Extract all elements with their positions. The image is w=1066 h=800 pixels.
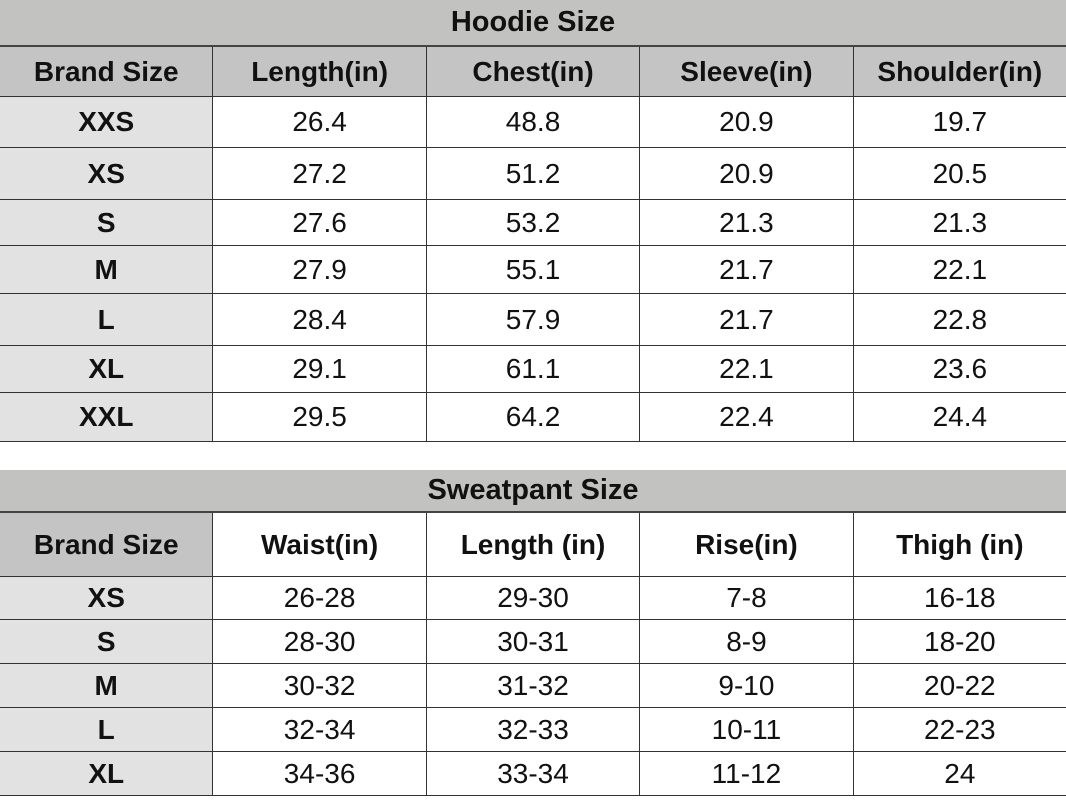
measurement-cell: 27.2 [213,148,427,199]
measurement-cell: 57.9 [427,294,641,345]
size-label-cell: Brand Size [0,513,214,576]
measurement-cell: 30-32 [213,664,427,707]
header-row: Brand Size Waist(in) Length (in) Rise(in) Th… [0,513,1066,577]
hoodie-title: Hoodie Size [0,0,1066,47]
measurement-cell: 19.7 [932,106,988,137]
measurement-cell: 27.9 [213,246,427,293]
measurement-cell: 22-23 [924,713,996,745]
measurement-cell: 22.1 [932,253,988,285]
measurement-cell: 22.1 [640,346,854,392]
measurement-cell: 55.1 [427,246,641,293]
measurement-cell: 61.1 [427,346,641,392]
measurement-cell: Chest(in) [426,47,641,96]
size-label-cell: Brand Size [0,47,214,96]
table-row: M 27.9 55.1 21.7 22.1 [0,246,1066,294]
measurement-cell: Length(in) [213,47,427,96]
measurement-cell: 31-32 [427,664,641,707]
measurement-cell: 26.4 [213,97,427,147]
size-label-cell: XL [0,752,214,795]
measurement-cell: 30-31 [427,620,641,663]
measurement-cell: Waist(in) [213,513,427,576]
size-label-cell: M [0,246,214,293]
measurement-cell: 26-28 [213,577,427,619]
measurement-cell: Length (in) [427,513,641,576]
measurement-cell: 23.6 [932,353,988,384]
table-row: XL 34-36 33-34 11-12 24 [0,752,1066,796]
measurement-cell: 11-12 [640,752,854,795]
measurement-cell: Sleeve(in) [640,47,854,96]
measurement-cell: 53.2 [427,200,641,245]
measurement-cell: 21.3 [932,206,988,238]
measurement-cell: 22.8 [932,303,988,335]
measurement-cell: 18-20 [924,625,996,657]
measurement-cell: Shoulder(in) [853,47,1066,96]
table-row: S 27.6 53.2 21.3 21.3 [0,200,1066,246]
size-label-cell: S [0,620,214,663]
measurement-cell: 10-11 [640,708,854,751]
measurement-cell: 21.7 [640,246,854,293]
measurement-cell: 21.7 [640,294,854,345]
sweatpant-title: Sweatpant Size [0,470,1066,513]
measurement-cell: 32-33 [427,708,641,751]
measurement-cell: Thigh (in) [896,528,1024,560]
measurement-cell: 48.8 [427,97,641,147]
table-row: M 30-32 31-32 9-10 20-22 [0,664,1066,708]
measurement-cell: 20.9 [640,97,854,147]
size-label-cell: XXS [0,97,214,147]
measurement-cell: 21.3 [640,200,854,245]
table-row: L 32-34 32-33 10-11 22-23 [0,708,1066,752]
measurement-cell: 20.5 [932,157,988,189]
measurement-cell: 27.6 [213,200,427,245]
table-row: XXL 29.5 64.2 22.4 24.4 [0,393,1066,442]
table-row: XS 27.2 51.2 20.9 20.5 [0,148,1066,200]
measurement-cell: 28.4 [213,294,427,345]
measurement-cell: 29.1 [213,346,427,392]
measurement-cell: 7-8 [640,577,854,619]
size-label-cell: XS [0,148,214,199]
table-row: S 28-30 30-31 8-9 18-20 [0,620,1066,664]
measurement-cell: 16-18 [924,582,996,613]
measurement-cell: 29.5 [213,393,427,441]
measurement-cell: 34-36 [213,752,427,795]
measurement-cell: 9-10 [640,664,854,707]
measurement-cell: 20-22 [924,669,996,701]
measurement-cell: 29-30 [427,577,641,619]
size-label-cell: L [0,708,214,751]
measurement-cell: 8-9 [640,620,854,663]
size-label-cell: M [0,664,214,707]
measurement-cell: 28-30 [213,620,427,663]
measurement-cell: 24.4 [932,401,988,432]
measurement-cell: 24 [944,757,976,789]
table-row: XXS 26.4 48.8 20.9 19.7 [0,97,1066,148]
size-label-cell: XL [0,346,214,392]
measurement-cell: 32-34 [213,708,427,751]
table-row: XS 26-28 29-30 7-8 16-18 [0,577,1066,620]
measurement-cell: 64.2 [427,393,641,441]
header-row: Brand Size Length(in) Chest(in) Sleeve(in) S… [0,47,1066,97]
measurement-cell: Rise(in) [640,513,854,576]
measurement-cell: 22.4 [640,393,854,441]
measurement-cell: 20.9 [640,148,854,199]
size-label-cell: L [0,294,214,345]
table-row: L 28.4 57.9 21.7 22.8 [0,294,1066,346]
size-label-cell: XS [0,577,214,619]
size-label-cell: XXL [0,393,214,441]
measurement-cell: 51.2 [427,148,641,199]
measurement-cell: 33-34 [427,752,641,795]
size-label-cell: S [0,200,214,245]
table-row: XL 29.1 61.1 22.1 23.6 [0,346,1066,393]
